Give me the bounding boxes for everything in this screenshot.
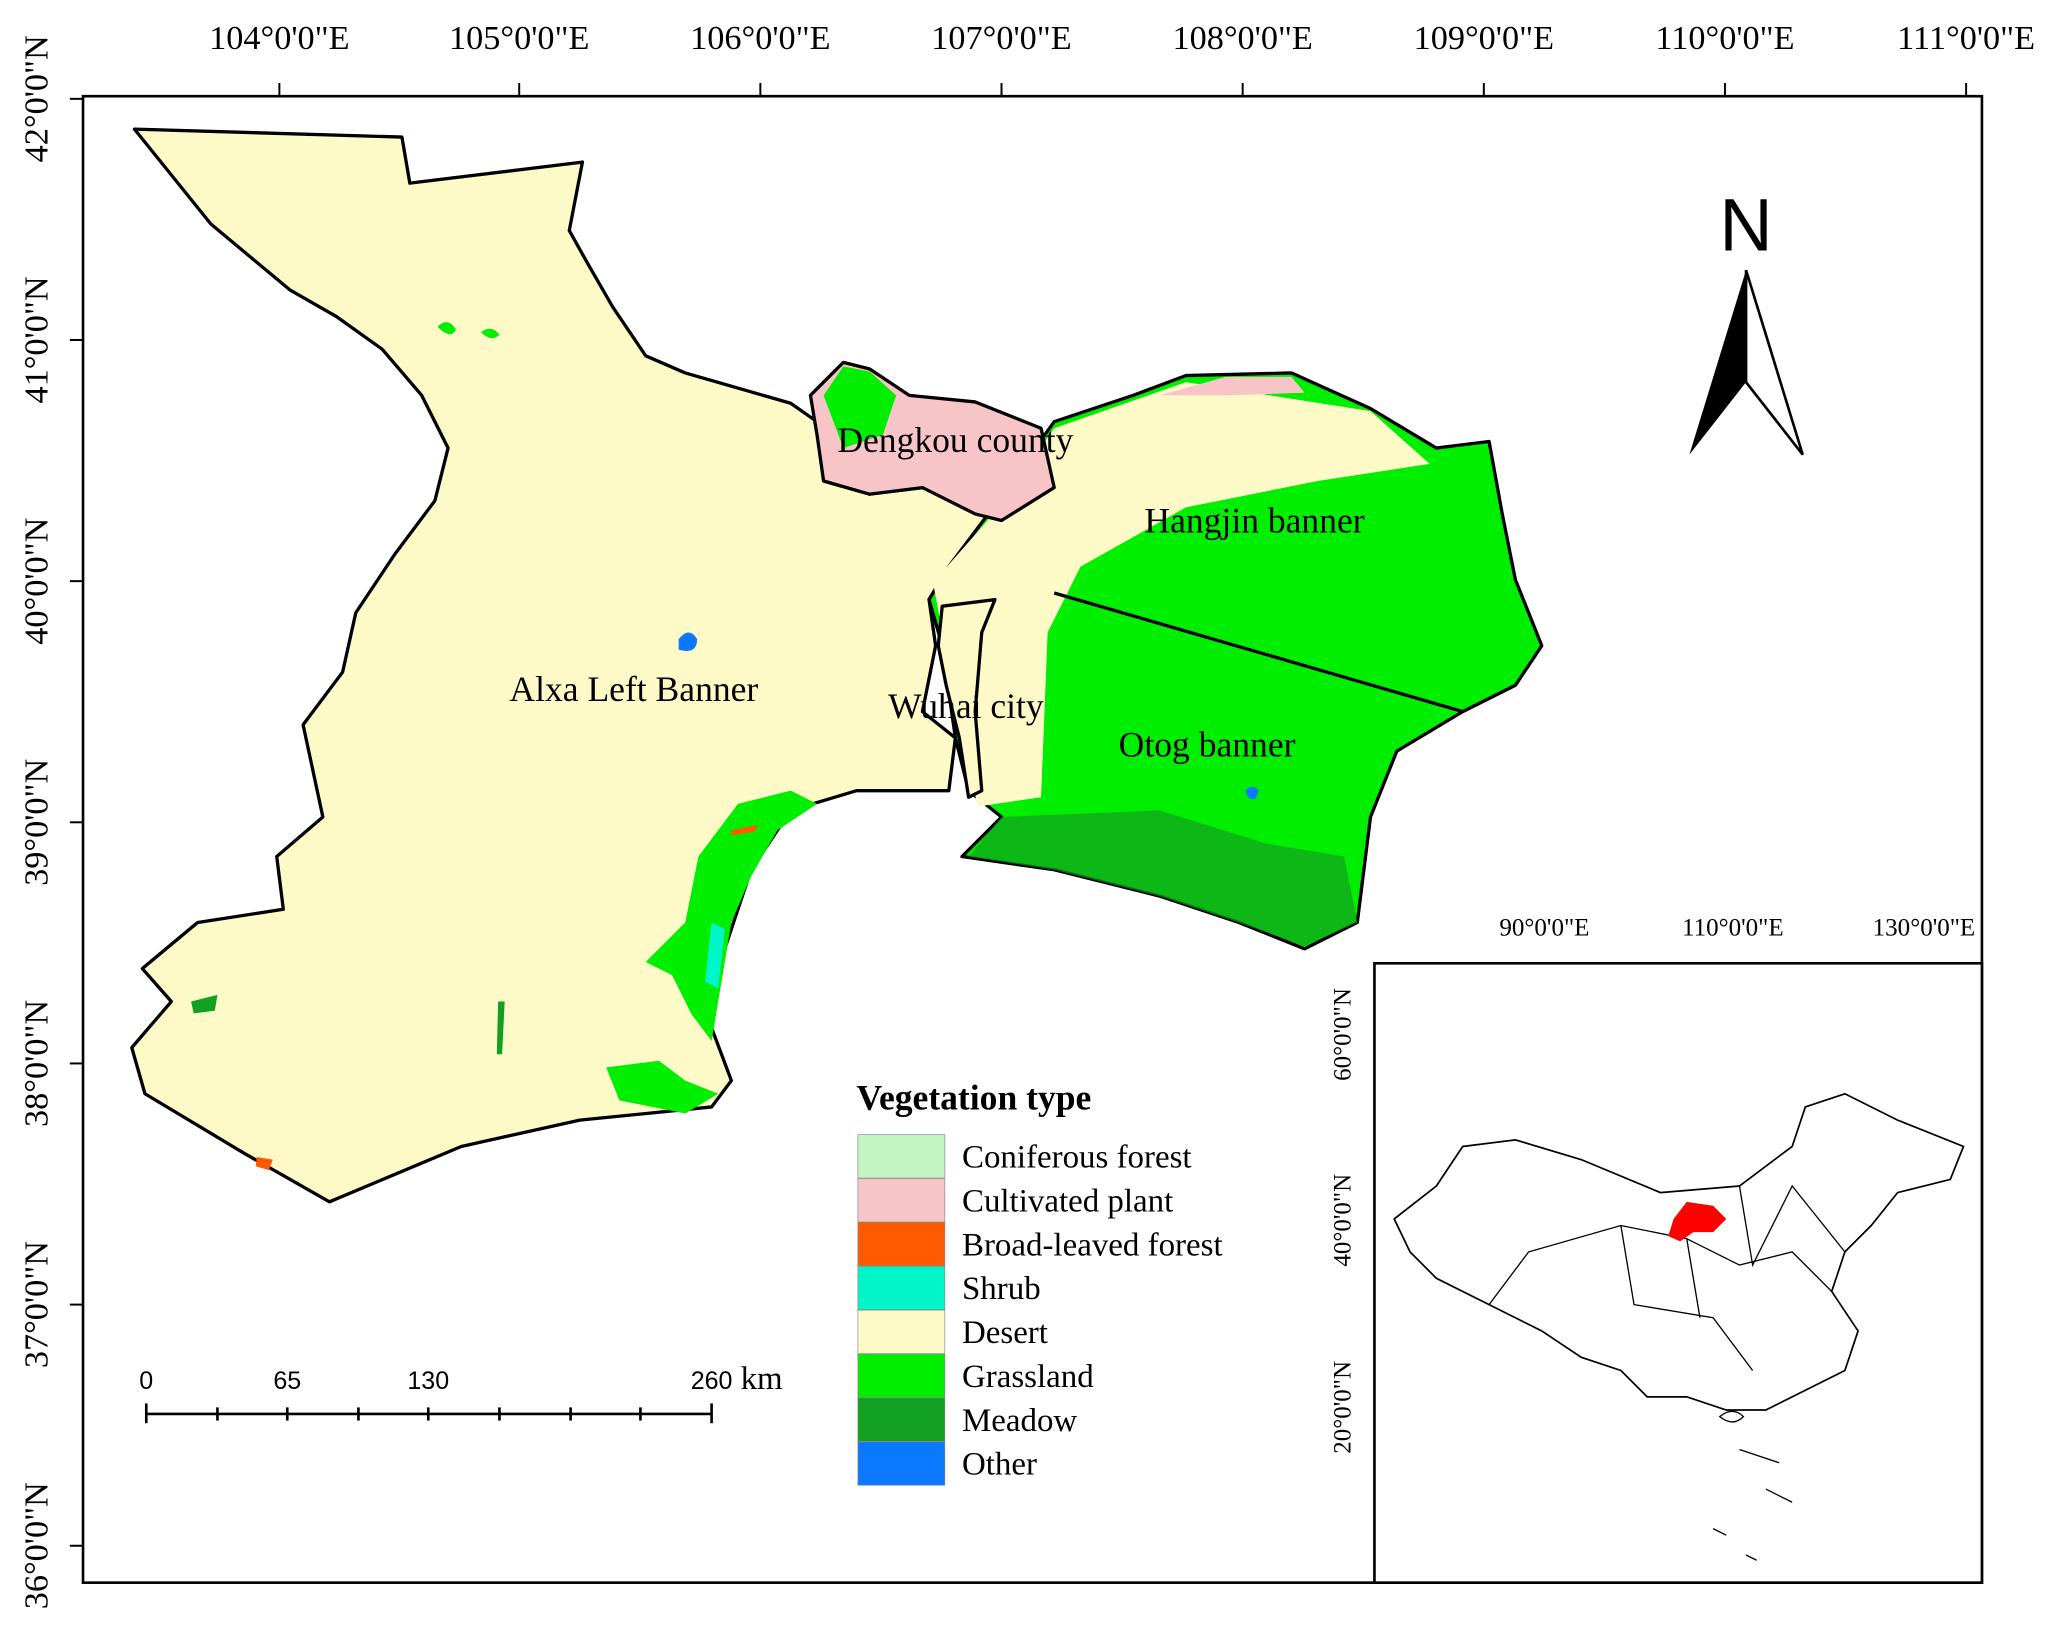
lat-label: 37°0'0"N xyxy=(17,1241,55,1368)
lon-ticks xyxy=(278,83,1968,97)
meadow-patch xyxy=(968,810,1358,947)
wuhai-region xyxy=(936,597,997,799)
legend: Coniferous forest Cultivated plant Broad-l… xyxy=(857,1134,1223,1486)
lat-label: 40°0'0"N xyxy=(17,518,55,645)
shrub-patch xyxy=(705,922,725,989)
inset-lon-label: 110°0'0"E xyxy=(1682,915,1784,942)
scale-label: 65 xyxy=(273,1367,301,1395)
region-label: Otog banner xyxy=(1119,724,1296,764)
other-patch xyxy=(1245,786,1259,800)
lat-ticks xyxy=(69,97,84,1547)
legend-label: Desert xyxy=(962,1315,1048,1351)
region-label: Dengkou county xyxy=(837,420,1073,460)
legend-label: Meadow xyxy=(962,1403,1077,1439)
legend-swatch xyxy=(857,1353,946,1398)
islands xyxy=(1712,1410,1793,1561)
legend-swatch xyxy=(857,1222,946,1267)
legend-swatch xyxy=(857,1309,946,1354)
legend-swatch xyxy=(857,1178,946,1223)
grassland-patch xyxy=(437,322,500,339)
scale-label: 260 xyxy=(691,1367,733,1395)
legend-swatch xyxy=(857,1265,946,1311)
lon-label: 106°0'0"E xyxy=(690,19,830,57)
north-arrow xyxy=(1744,269,1804,456)
scale-label: 130 xyxy=(407,1367,449,1395)
legend-label: Shrub xyxy=(962,1271,1041,1307)
legend-swatch xyxy=(857,1397,946,1442)
province-lines xyxy=(1488,1184,1846,1371)
inset-lat-label: 40°0'0"N xyxy=(1330,1174,1357,1267)
lat-label: 36°0'0"N xyxy=(17,1482,55,1609)
lon-label: 104°0'0"E xyxy=(209,19,349,57)
region-label: Wuhai city xyxy=(888,686,1044,726)
scale-bar xyxy=(144,1403,713,1424)
legend-title: Vegetation type xyxy=(857,1078,1092,1118)
boundary xyxy=(1053,591,1464,714)
scale-label: 0 xyxy=(139,1367,153,1395)
grassland-patch xyxy=(606,1060,719,1114)
legend-swatch xyxy=(857,1134,946,1179)
lon-label: 109°0'0"E xyxy=(1414,19,1554,57)
legend-label: Cultivated plant xyxy=(962,1183,1173,1219)
inset-lon-label: 130°0'0"E xyxy=(1873,915,1976,942)
scale-unit: km xyxy=(741,1361,783,1397)
lat-label: 39°0'0"N xyxy=(17,759,55,886)
north-label: N xyxy=(1719,183,1772,266)
cultivated-patch xyxy=(1159,376,1305,396)
lat-label: 42°0'0"N xyxy=(17,35,55,162)
legend-label: Coniferous forest xyxy=(962,1140,1192,1176)
inset-lon-label: 90°0'0"E xyxy=(1499,915,1589,942)
inset-lat-label: 20°0'0"N xyxy=(1330,1361,1357,1454)
region-label: Hangjin banner xyxy=(1144,500,1364,540)
desert-patch xyxy=(932,382,1430,807)
map-frame xyxy=(81,94,1984,1584)
lat-label: 38°0'0"N xyxy=(17,1000,55,1127)
lon-label: 105°0'0"E xyxy=(449,19,589,57)
lat-label: 41°0'0"N xyxy=(17,276,55,403)
grassland-patch xyxy=(645,790,818,1042)
other-patch xyxy=(678,632,698,651)
lon-label: 108°0'0"E xyxy=(1172,19,1312,57)
study-area xyxy=(1668,1201,1727,1242)
lon-label: 110°0'0"E xyxy=(1655,19,1794,57)
lon-label: 111°0'0"E xyxy=(1897,19,2035,57)
legend-label: Broad-leaved forest xyxy=(962,1227,1223,1263)
legend-label: Other xyxy=(962,1447,1037,1483)
lon-label: 107°0'0"E xyxy=(931,19,1071,57)
legend-swatch xyxy=(857,1441,946,1486)
alxa-region xyxy=(130,127,990,1204)
inset-lat-label: 60°0'0"N xyxy=(1330,988,1357,1081)
legend-label: Grassland xyxy=(962,1359,1094,1395)
region-label: Alxa Left Banner xyxy=(509,669,758,709)
grassland-patch xyxy=(823,366,897,449)
